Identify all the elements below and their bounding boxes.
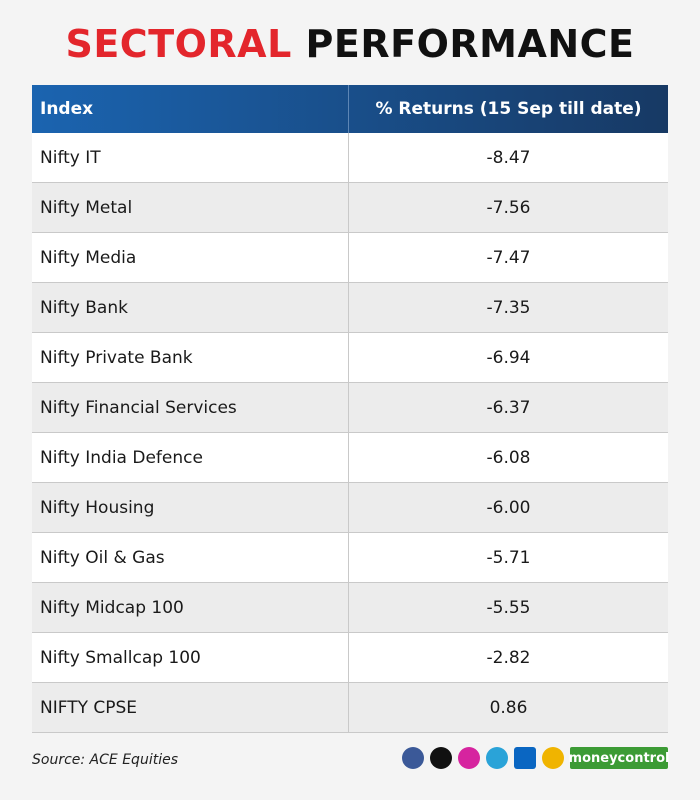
table-row: Nifty Media -7.47 [32,233,668,283]
table-row: Nifty Financial Services -6.37 [32,383,668,433]
facebook-icon[interactable] [402,747,424,769]
index-cell: Nifty Midcap 100 [32,583,349,632]
return-cell: -6.94 [486,347,531,368]
table-row: Nifty India Defence -6.08 [32,433,668,483]
return-cell: -7.47 [486,247,531,268]
table-row: Nifty Bank -7.35 [32,283,668,333]
index-cell: Nifty Smallcap 100 [32,633,349,682]
return-cell: -6.00 [486,497,531,518]
x-icon[interactable] [430,747,452,769]
return-cell: -2.82 [486,647,531,668]
table-row: Nifty Private Bank -6.94 [32,333,668,383]
table-row: NIFTY CPSE 0.86 [32,683,668,733]
table-row: Nifty Midcap 100 -5.55 [32,583,668,633]
return-cell: -5.55 [486,597,531,618]
return-cell: -7.35 [486,297,531,318]
table-row: Nifty Smallcap 100 -2.82 [32,633,668,683]
telegram-icon[interactable] [486,747,508,769]
index-cell: Nifty Housing [32,483,349,532]
index-cell: Nifty Bank [32,283,349,332]
title: SECTORAL PERFORMANCE [0,22,700,66]
index-cell: Nifty Metal [32,183,349,232]
table: Index % Returns (15 Sep till date) Nifty… [32,85,668,733]
source-note: Source: ACE Equities [32,752,178,768]
social-icons [402,747,564,769]
return-cell: -7.56 [486,197,531,218]
table-row: Nifty IT -8.47 [32,133,668,183]
index-cell: Nifty Media [32,233,349,282]
brand-logo: moneycontrol [569,747,669,769]
index-cell: NIFTY CPSE [32,683,349,732]
title-highlight: SECTORAL [65,22,292,66]
instagram-icon[interactable] [458,747,480,769]
table-header: Index % Returns (15 Sep till date) [32,85,668,133]
header-cell: Index [32,85,349,133]
index-cell: Nifty Oil & Gas [32,533,349,582]
return-cell: -6.08 [486,447,531,468]
table-row: Nifty Metal -7.56 [32,183,668,233]
title-rest: PERFORMANCE [305,22,635,66]
table-row: Nifty Oil & Gas -5.71 [32,533,668,583]
index-cell: Nifty India Defence [32,433,349,482]
return-cell: 0.86 [489,697,528,718]
return-cell: -8.47 [486,147,531,168]
index-cell: Nifty Financial Services [32,383,349,432]
header-cell: % Returns (15 Sep till date) [375,99,642,119]
return-cell: -6.37 [486,397,531,418]
return-cell: -5.71 [486,547,531,568]
app-icon[interactable] [542,747,564,769]
linkedin-icon[interactable] [514,747,536,769]
index-cell: Nifty Private Bank [32,333,349,382]
index-cell: Nifty IT [32,133,349,182]
table-row: Nifty Housing -6.00 [32,483,668,533]
